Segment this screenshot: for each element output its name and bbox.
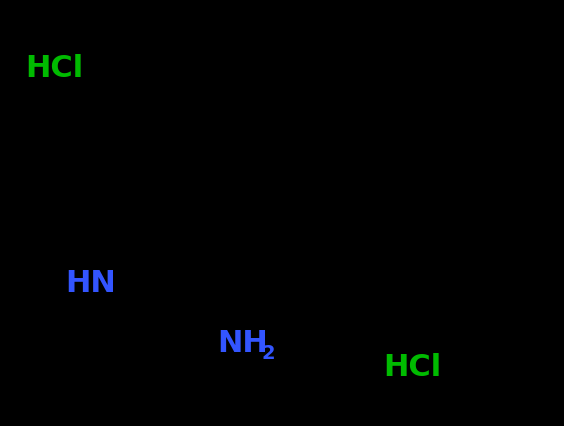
Text: HCl: HCl — [25, 54, 83, 83]
Text: NH: NH — [217, 328, 268, 357]
Text: HN: HN — [65, 269, 116, 298]
Text: 2: 2 — [261, 343, 275, 362]
Text: HCl: HCl — [384, 352, 442, 381]
